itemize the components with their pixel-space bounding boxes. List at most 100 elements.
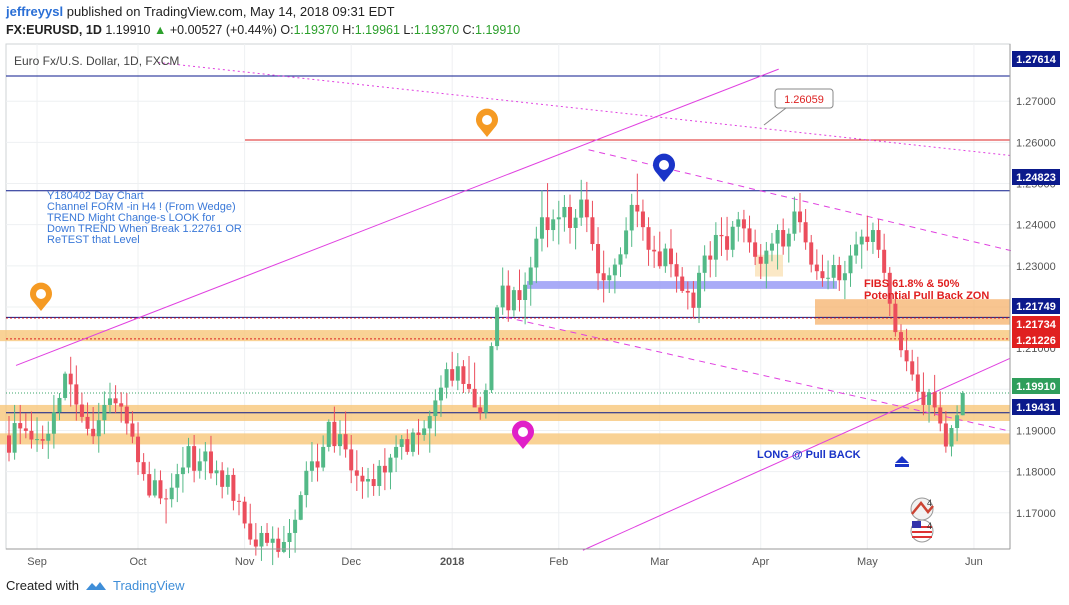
candle-body: [545, 217, 550, 231]
callout-box[interactable]: 1.26059: [763, 88, 834, 126]
candle-body: [337, 434, 342, 447]
low-value: 1.19370: [413, 23, 460, 37]
candle-body: [259, 532, 264, 547]
candle-body: [85, 416, 90, 429]
symbol-header: FX:EURUSD, 1D 1.19910 ▲ +0.00527 (+0.44%…: [6, 23, 520, 37]
price-label-bg: [1012, 316, 1060, 332]
candle-body: [685, 290, 690, 293]
price-label-text: 1.21734: [1016, 319, 1057, 331]
candle-body: [657, 251, 662, 267]
candle-body: [842, 273, 847, 281]
candle-body: [764, 250, 769, 264]
up-arrow-icon: ▲: [154, 23, 167, 37]
x-tick-label: Dec: [341, 556, 361, 568]
candle-body: [136, 436, 141, 463]
y-tick-label: 1.19000: [1016, 425, 1056, 437]
candle-body: [455, 366, 460, 381]
candle-body: [405, 439, 410, 452]
candle-body: [309, 461, 314, 471]
last-price: 1.19910: [105, 23, 151, 37]
candle-body: [388, 457, 393, 473]
y-axis: 1.270001.260001.250001.240001.230001.220…: [1009, 44, 1056, 549]
candle-body: [7, 435, 11, 453]
candles: [7, 173, 965, 566]
candle-body: [809, 242, 814, 265]
tradingview-link[interactable]: TradingView: [112, 578, 185, 593]
candle-body: [904, 350, 909, 362]
price-label: 1.19910: [1012, 378, 1060, 394]
candle-body: [910, 361, 915, 375]
candle-body: [321, 446, 326, 468]
candle-body: [281, 542, 286, 552]
candle-body: [814, 264, 819, 272]
x-tick-label: Feb: [549, 556, 568, 568]
candle-body: [461, 366, 466, 384]
note-line-4: Down TREND When Break 1.22761 OR: [47, 223, 242, 235]
candle-body: [876, 230, 881, 250]
orange-pin-top-icon[interactable]: [476, 108, 498, 137]
candle-body: [180, 467, 185, 475]
candle-body: [921, 391, 926, 405]
price-label-text: 1.19431: [1016, 402, 1056, 414]
candle-body: [865, 236, 870, 242]
candle-body: [932, 392, 937, 408]
long-arrow-icon[interactable]: [895, 456, 909, 467]
author-link[interactable]: jeffreyysl: [6, 4, 64, 19]
candle-body: [500, 285, 505, 308]
close-value: 1.19910: [475, 23, 521, 37]
candle-body: [736, 219, 741, 227]
tradingview-logo-icon: [85, 581, 106, 590]
price-label-bg: [1012, 399, 1060, 415]
candle-body: [113, 398, 118, 404]
open-value: 1.19370: [293, 23, 339, 37]
x-tick-label: May: [857, 556, 878, 568]
note-line-5: ReTEST that Level: [47, 234, 140, 246]
candle-body: [539, 217, 544, 239]
candle-body: [511, 290, 516, 311]
blue-pin-icon-dot: [659, 160, 669, 170]
orange-pin-top-icon-dot: [482, 115, 492, 125]
candle-body: [640, 211, 645, 228]
candle-body: [343, 434, 348, 450]
candle-body: [730, 226, 735, 250]
x-tick-label: Apr: [752, 556, 769, 568]
candle-body: [798, 211, 803, 223]
candle-body: [708, 255, 713, 260]
candle-body: [483, 390, 488, 413]
candle-body: [579, 199, 584, 218]
x-tick-label: Nov: [235, 556, 255, 568]
candle-body: [276, 538, 281, 552]
candle-body: [629, 204, 634, 231]
high-value: 1.19961: [354, 23, 400, 37]
blue-pin-icon[interactable]: [653, 153, 676, 182]
wedge-lower-line: [505, 316, 1009, 432]
candle-body: [792, 211, 797, 234]
y-tick-label: 1.17000: [1016, 508, 1056, 520]
candle-body: [472, 388, 477, 408]
candle-body: [596, 244, 601, 274]
candle-body: [803, 222, 808, 243]
price-labels: 1.27614 1.24823 1.21749 1.21734 1.21226 1.199…: [1012, 51, 1060, 415]
close-label: C:: [462, 23, 476, 37]
candle-body: [495, 307, 500, 347]
candle-body: [489, 346, 494, 391]
candle-body: [265, 532, 270, 543]
candle-body: [769, 243, 774, 251]
earnings-icon[interactable]: 4: [910, 497, 934, 521]
candle-body: [242, 501, 247, 524]
candle-body: [158, 480, 163, 499]
x-tick-label: Sep: [27, 556, 47, 568]
candle-body: [214, 470, 219, 474]
orange-pin-left-icon[interactable]: [30, 282, 52, 311]
magenta-pin-icon[interactable]: [511, 420, 535, 449]
candle-body: [231, 474, 236, 501]
candle-body: [360, 475, 365, 482]
candle-body: [399, 439, 404, 447]
price-label: 1.24823: [1012, 169, 1060, 185]
candle-body: [416, 432, 421, 435]
candle-body: [523, 284, 528, 300]
candle-body: [152, 480, 157, 496]
us-flag-icon[interactable]: 4: [910, 519, 934, 543]
candle-body: [79, 404, 84, 417]
